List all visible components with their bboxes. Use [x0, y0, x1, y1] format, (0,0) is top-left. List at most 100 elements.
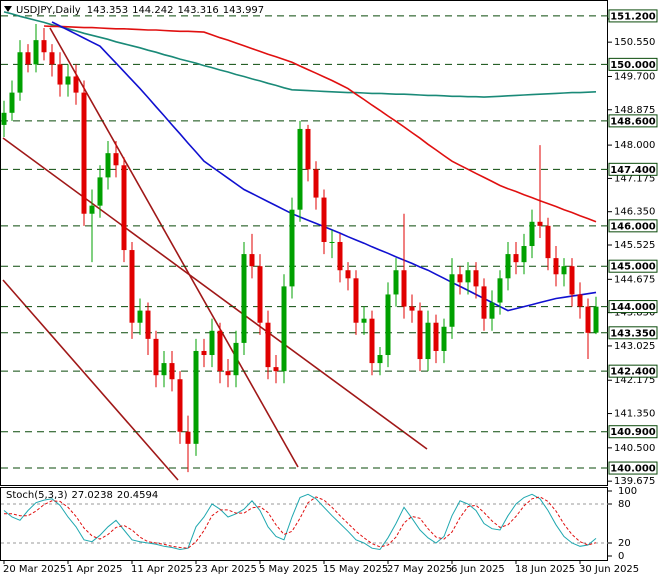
candle-body: [225, 371, 231, 376]
level-label-box: [608, 219, 658, 233]
candle-body: [153, 338, 159, 376]
y-tick-label: 146.350: [614, 207, 655, 218]
candle-body: [417, 310, 423, 360]
candle-body: [25, 52, 31, 65]
trend-lines: [2, 27, 428, 481]
candle-body: [73, 76, 79, 93]
candle-body: [377, 355, 383, 364]
level-label-box: [608, 114, 658, 128]
candle-body: [505, 254, 511, 279]
candle-body: [249, 254, 255, 267]
y-tick-label: 20: [618, 538, 631, 549]
candle-body: [33, 40, 39, 65]
level-label-box: [608, 162, 658, 176]
candle-body: [169, 363, 175, 380]
candle-body: [49, 52, 55, 65]
candle-body: [553, 258, 559, 275]
last-close: 143.997: [223, 5, 264, 16]
candle-body: [449, 274, 455, 327]
candle-body: [561, 266, 567, 275]
candle-body: [41, 40, 47, 53]
candle-body: [137, 310, 143, 323]
y-tick-label: 143.025: [614, 341, 655, 352]
stoch-line: [3, 493, 597, 551]
main-panel-frame: [0, 0, 608, 486]
candle-body: [321, 197, 327, 242]
candle-body: [369, 318, 375, 364]
level-label-box: [608, 57, 658, 71]
last-low: 143.316: [177, 5, 218, 16]
level-label-box: [608, 9, 658, 23]
stoch-panel-frame: [0, 487, 608, 561]
level-label-box: [608, 259, 658, 273]
candle-body: [353, 278, 359, 323]
header-icon: [4, 6, 12, 12]
candle-body: [193, 350, 199, 444]
last-high: 144.242: [132, 5, 173, 16]
x-tick-label: 18 Jun 2025: [515, 564, 575, 575]
candle-body: [273, 367, 279, 372]
y-tick-label: 143.850: [614, 308, 655, 319]
x-tick-label: 15 May 2025: [323, 564, 388, 575]
level-label-box: [608, 461, 658, 475]
stoch-signal-last: 20.4594: [117, 490, 158, 501]
candle-body: [345, 270, 351, 279]
candle-body: [265, 322, 271, 368]
candle-body: [409, 306, 415, 311]
candle-body: [97, 177, 103, 206]
candle-body: [129, 250, 135, 323]
x-tick-label: 23 Apr 2025: [195, 564, 257, 575]
level-label: 145.000: [610, 262, 656, 273]
candle-body: [361, 318, 367, 323]
level-label: 140.000: [610, 464, 656, 475]
candle-body: [289, 209, 295, 287]
channel-line: [49, 27, 299, 468]
y-tick-label: 150.550: [614, 37, 655, 48]
y-tick-label: 149.700: [614, 71, 655, 82]
level-label-box: [608, 300, 658, 314]
stoch-title: Stoch(5,3,3): [6, 490, 68, 501]
candle-body: [241, 254, 247, 343]
candle-body: [185, 431, 191, 444]
y-tick-label: 80: [618, 499, 631, 510]
candle-body: [257, 266, 263, 323]
candle-body: [537, 221, 543, 226]
candle-body: [177, 379, 183, 432]
candle-body: [217, 330, 223, 372]
candle-body: [593, 306, 599, 333]
candle-body: [585, 306, 591, 333]
level-label: 142.400: [610, 367, 656, 378]
y-tick-label: 148.000: [614, 140, 655, 151]
x-tick-label: 5 May 2025: [259, 564, 318, 575]
candle-body: [401, 270, 407, 307]
stoch-main-last: 27.0238: [71, 490, 112, 501]
candle-body: [121, 165, 127, 251]
candle-body: [529, 221, 535, 247]
candle-body: [281, 286, 287, 372]
candle-body: [481, 286, 487, 319]
x-tick-label: 27 May 2025: [387, 564, 452, 575]
y-tick-label: 147.175: [614, 173, 655, 184]
candle-body: [425, 322, 431, 360]
candle-body: [465, 270, 471, 283]
candle-body: [393, 270, 399, 295]
candle-body: [105, 153, 111, 178]
candle-body: [577, 294, 583, 307]
candle-body: [65, 76, 71, 85]
candle-body: [313, 169, 319, 198]
candle-body: [305, 128, 311, 170]
candle-body: [161, 363, 167, 376]
level-label-box: [608, 326, 658, 340]
candle-body: [513, 254, 519, 263]
candle-body: [473, 270, 479, 287]
level-label: 151.200: [610, 11, 656, 22]
x-tick-label: 6 Jun 2025: [451, 564, 505, 575]
y-tick-label: 145.525: [614, 240, 655, 251]
y-tick-label: 144.675: [614, 274, 655, 285]
channel-line: [2, 137, 428, 450]
candle-body: [433, 322, 439, 351]
level-label: 143.350: [610, 328, 656, 339]
